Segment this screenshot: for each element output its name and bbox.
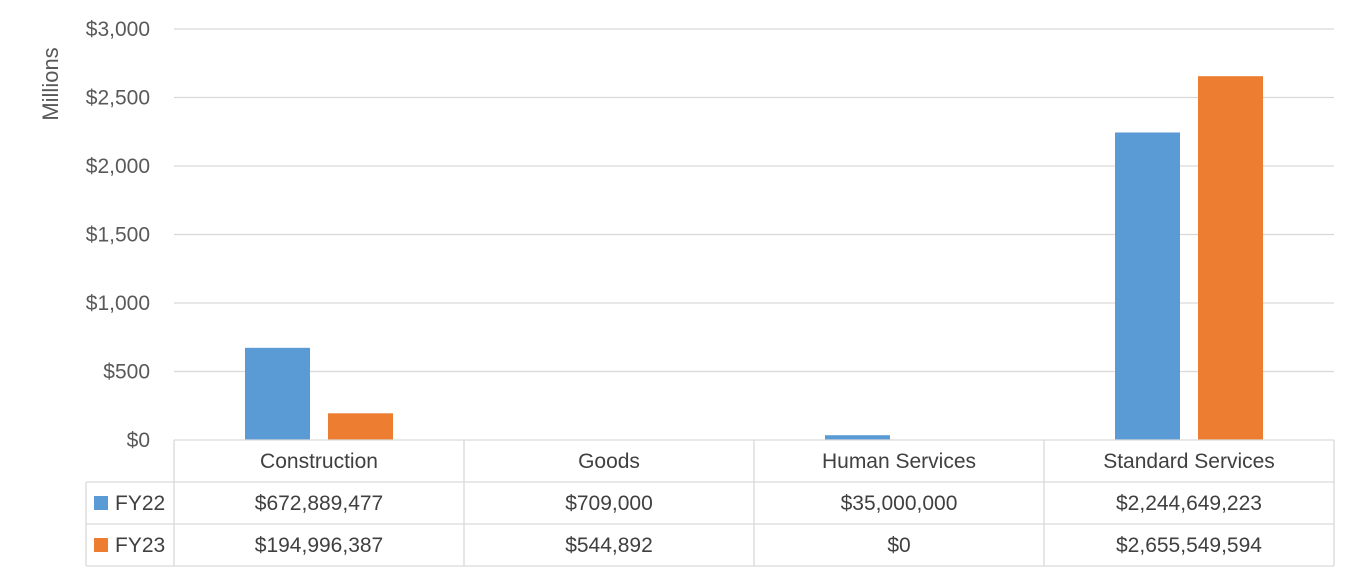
bar-fy23-0 <box>328 413 393 440</box>
bar-fy22-0 <box>245 347 310 440</box>
data-label: $709,000 <box>565 492 653 515</box>
legend-label: FY23 <box>115 534 165 557</box>
y-axis-ticks: $0 $500 $1,000 $1,500 $2,000 $2,500 $3,000 <box>86 18 150 452</box>
data-label: $672,889,477 <box>255 492 383 515</box>
data-label: $2,655,549,594 <box>1116 534 1262 557</box>
y-tick-label: $1,500 <box>86 224 150 247</box>
data-label: $194,996,387 <box>255 534 383 557</box>
x-tick-label: Goods <box>578 450 640 473</box>
bars <box>245 76 1263 441</box>
y-axis-label: Millions <box>38 47 63 120</box>
legend-label: FY22 <box>115 492 165 515</box>
x-tick-label: Construction <box>260 450 378 473</box>
legend-key-fy22 <box>94 496 108 510</box>
x-tick-label: Human Services <box>822 450 976 473</box>
legend-key-fy23 <box>94 538 108 552</box>
y-tick-label: $0 <box>127 429 150 452</box>
data-label: $35,000,000 <box>841 492 958 515</box>
y-tick-label: $2,000 <box>86 155 150 178</box>
data-label: $2,244,649,223 <box>1116 492 1262 515</box>
data-label: $544,892 <box>565 534 653 557</box>
y-tick-label: $3,000 <box>86 18 150 41</box>
y-tick-label: $2,500 <box>86 87 150 110</box>
bar-fy23-3 <box>1198 76 1263 441</box>
y-tick-label: $1,000 <box>86 292 150 315</box>
bar-fy22-3 <box>1115 132 1180 440</box>
data-table: Construction Goods Human Services Standard … <box>85 439 1335 567</box>
x-tick-label: Standard Services <box>1103 450 1275 473</box>
data-label: $0 <box>887 534 910 557</box>
bar-fy22-2 <box>825 435 890 440</box>
y-tick-label: $500 <box>103 361 150 384</box>
